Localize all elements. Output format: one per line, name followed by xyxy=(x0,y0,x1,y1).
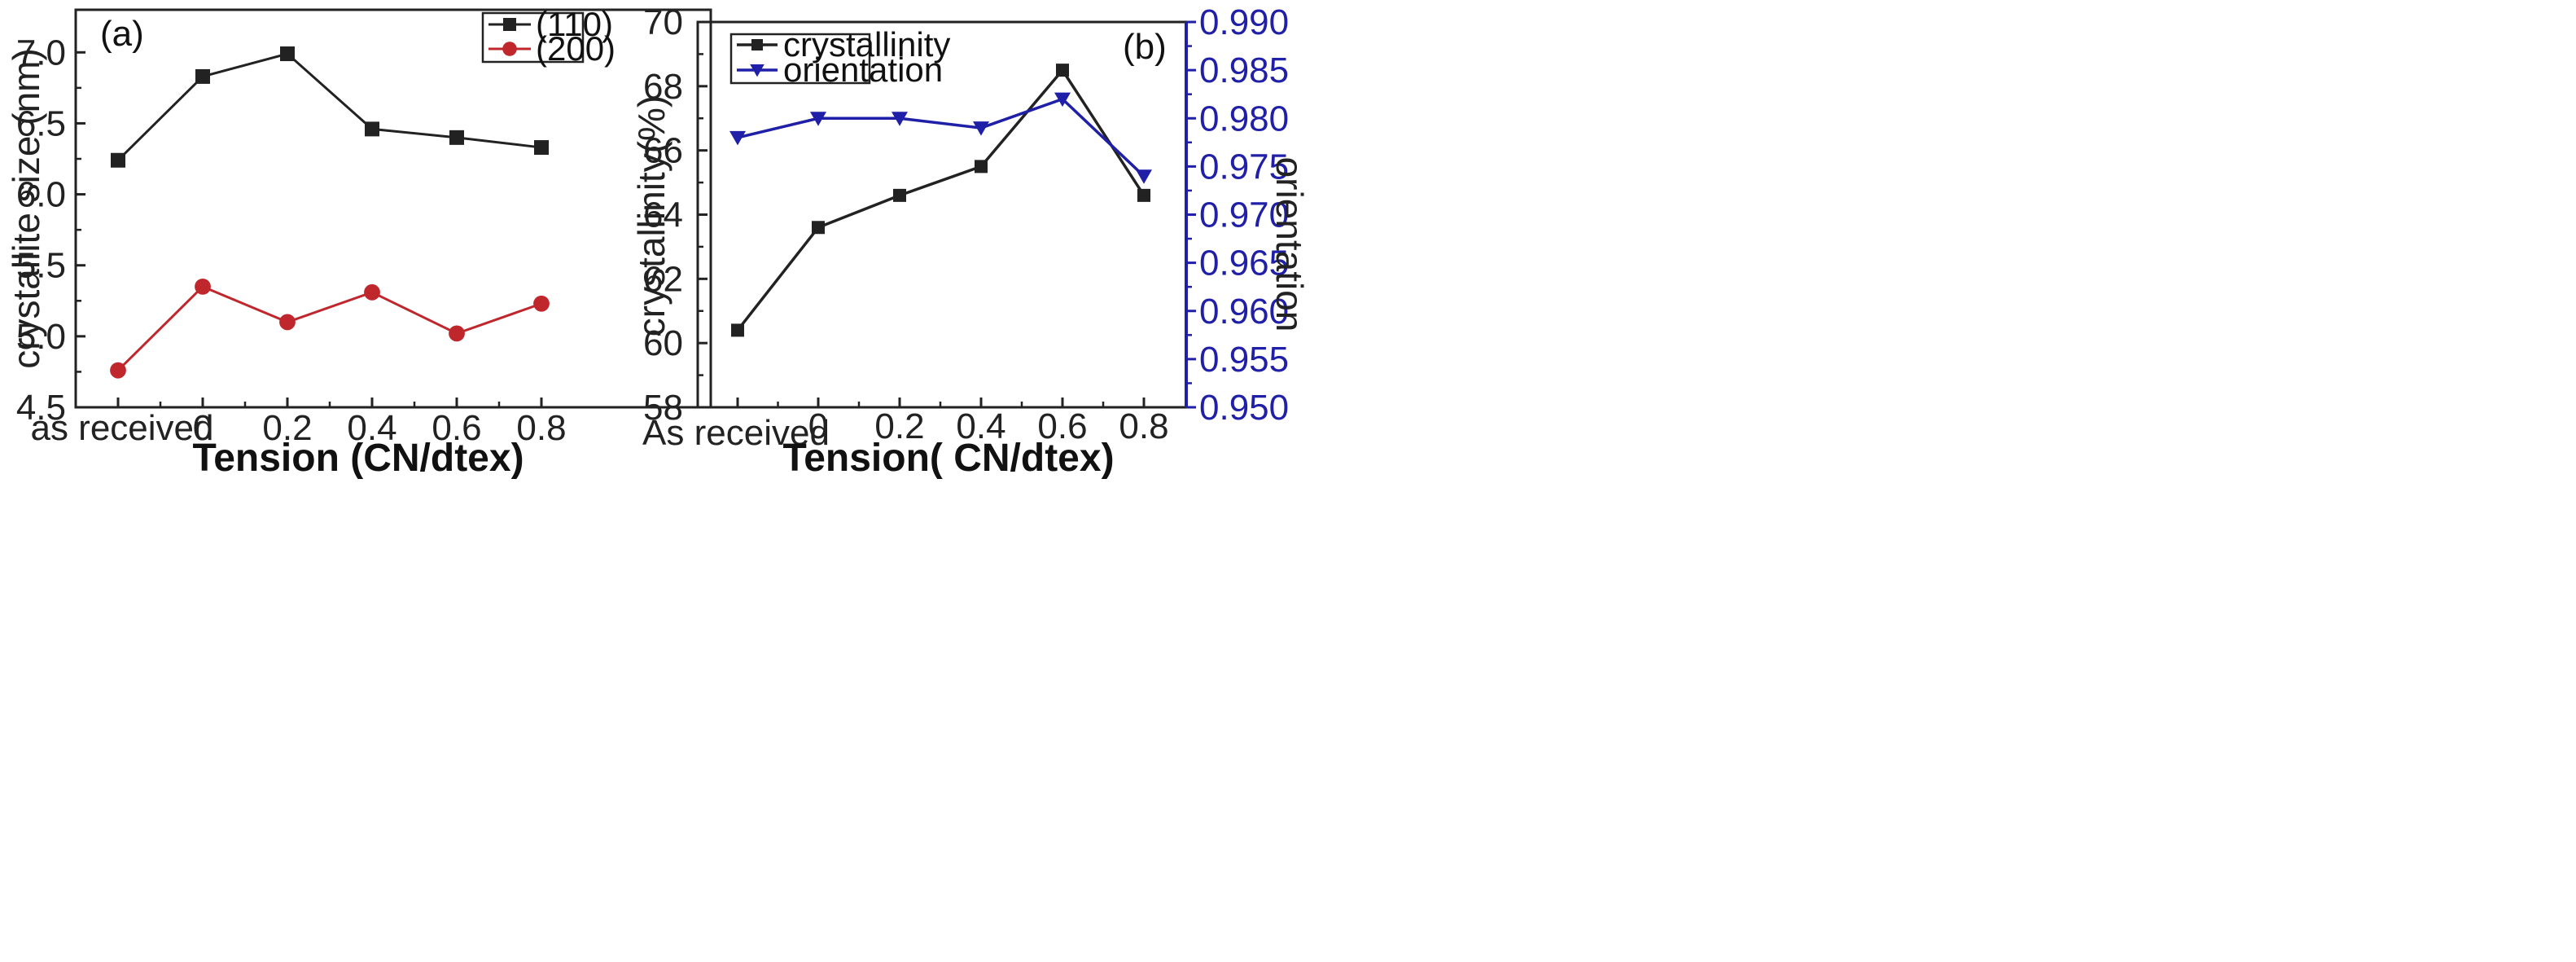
y-tick-label: 58 xyxy=(643,388,683,428)
x-tick-label: 0.2 xyxy=(874,406,924,446)
right-y-tick-label: 0.960 xyxy=(1199,292,1289,332)
panel-a-plot-frame xyxy=(74,8,712,409)
data-point xyxy=(449,130,464,145)
data-point xyxy=(1054,92,1071,108)
y-tick-label: 4.5 xyxy=(16,388,66,428)
legend-label: (200) xyxy=(536,29,616,68)
right-y-tick-label: 0.955 xyxy=(1199,340,1289,380)
series-crystallinity xyxy=(731,64,1150,337)
data-point xyxy=(975,160,988,174)
x-tick-label: 0 xyxy=(193,408,212,448)
x-tick-label: As received xyxy=(642,413,830,453)
right-y-tick-label: 0.975 xyxy=(1199,147,1289,187)
data-point xyxy=(973,121,989,136)
series-line xyxy=(737,97,1146,178)
data-point xyxy=(364,283,380,301)
panel-a-legend-items: (110)(200) xyxy=(488,5,616,68)
data-point xyxy=(812,221,825,235)
panel-b-x-axis-title: Tension( CN/dtex) xyxy=(782,437,1114,480)
data-point xyxy=(1136,169,1152,184)
data-point xyxy=(1056,64,1069,77)
y-tick-label: 5.5 xyxy=(16,246,66,286)
legend-marker xyxy=(503,18,516,31)
panel-b-y-axis-title: crystallinity(%) xyxy=(630,95,672,336)
right-y-tick-label: 0.950 xyxy=(1199,388,1289,428)
data-point xyxy=(810,112,826,126)
data-point xyxy=(110,362,126,379)
panel-a-label: (a) xyxy=(100,14,144,54)
data-point xyxy=(195,278,211,295)
y-tick-label: 7.0 xyxy=(16,33,66,72)
panel-a-series xyxy=(110,46,550,379)
panel-b-label: (b) xyxy=(1123,27,1167,67)
x-tick-label: 0.4 xyxy=(347,408,396,448)
data-point xyxy=(1137,188,1150,202)
x-tick-label: as received xyxy=(30,408,213,448)
right-y-tick-label: 0.990 xyxy=(1199,2,1289,42)
legend-marker xyxy=(751,39,763,51)
panel-b-right-y-ticks: 0.950 0.955 0.960 0.965 0.970 0.975 0.980 0.985… xyxy=(1186,2,1289,428)
legend-label: orientation xyxy=(783,51,943,89)
legend-label: (110) xyxy=(536,5,613,43)
series-line xyxy=(116,52,542,161)
data-point xyxy=(195,68,210,84)
legend-label: crystallinity xyxy=(783,25,950,64)
data-point xyxy=(449,325,465,342)
y-tick-label: 64 xyxy=(643,195,683,235)
panel-a-y-axis-title: crystallite size (nm) xyxy=(5,48,47,369)
panel-b-series xyxy=(729,64,1152,337)
panel-a-y-ticks: 4.5 5.0 5.5 6.0 6.5 7.0 xyxy=(16,33,85,428)
right-y-tick-label: 0.965 xyxy=(1199,244,1289,283)
right-y-tick-label: 0.985 xyxy=(1199,51,1289,90)
y-tick-label: 66 xyxy=(643,131,683,171)
data-point xyxy=(731,323,744,337)
series-110 xyxy=(111,46,549,168)
y-tick-label: 68 xyxy=(643,67,683,107)
panel-a-legend: (110)(200) xyxy=(481,5,616,68)
data-point xyxy=(893,188,906,202)
panel-a-x-axis-title: Tension (CN/dtex) xyxy=(192,437,524,480)
right-y-tick-label: 0.980 xyxy=(1199,99,1289,138)
data-point xyxy=(534,140,549,156)
series-line xyxy=(736,68,1146,332)
panel-b-y-ticks: 58 60 62 64 66 68 70 xyxy=(643,2,708,428)
x-tick-label: 0.8 xyxy=(1119,406,1168,446)
panel-b-right-y-axis-title: orientation xyxy=(1268,157,1311,332)
legend-marker xyxy=(750,64,764,77)
series-line xyxy=(116,285,542,371)
series-200 xyxy=(110,278,550,379)
right-y-tick-label: 0.970 xyxy=(1199,195,1289,235)
data-point xyxy=(280,46,295,62)
data-point xyxy=(279,314,296,331)
data-point xyxy=(365,121,379,137)
x-tick-label: 0.2 xyxy=(262,408,312,448)
x-tick-label: 0 xyxy=(808,406,828,446)
data-point xyxy=(892,112,908,126)
y-tick-label: 6.0 xyxy=(16,175,66,215)
series-orientation xyxy=(729,92,1152,184)
data-point xyxy=(111,152,125,168)
panel-b-chart: 58 60 62 64 66 68 70 0.950 0.955 0.960 0.965 0.970… xyxy=(630,2,1311,480)
y-tick-label: 62 xyxy=(643,259,683,299)
x-tick-label: 0.6 xyxy=(1037,406,1087,446)
y-tick-label: 6.5 xyxy=(16,103,66,143)
x-tick-label: 0.8 xyxy=(516,408,566,448)
data-point xyxy=(729,130,746,146)
x-tick-label: 0.6 xyxy=(432,408,481,448)
y-tick-label: 60 xyxy=(643,323,683,363)
data-point xyxy=(533,295,550,312)
y-tick-label: 5.0 xyxy=(16,317,66,357)
y-tick-label: 70 xyxy=(643,2,683,42)
x-tick-label: 0.4 xyxy=(956,406,1005,446)
panel-a-legend-box xyxy=(481,11,585,64)
legend-marker xyxy=(502,42,517,56)
